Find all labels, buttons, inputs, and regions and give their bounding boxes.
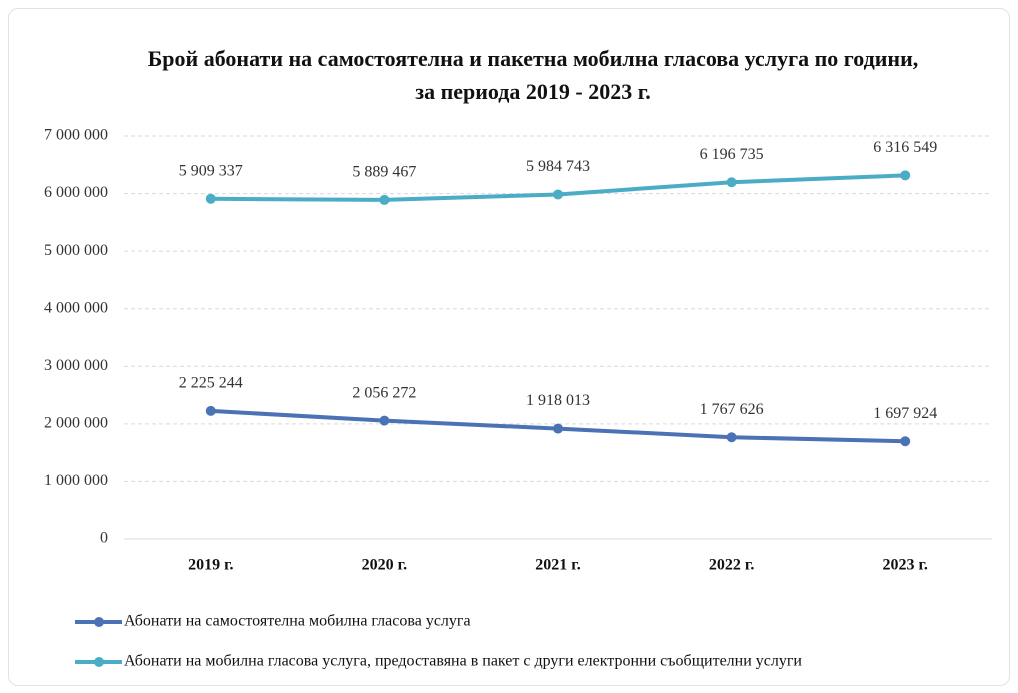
y-tick-label: 0	[100, 530, 108, 547]
data-label: 2 225 244	[179, 375, 243, 392]
x-tick-label: 2022 г.	[709, 557, 754, 574]
data-label: 6 196 735	[700, 146, 764, 163]
point	[726, 177, 737, 188]
data-label: 6 316 549	[873, 139, 937, 156]
point	[379, 415, 390, 426]
x-tick-label: 2021 г.	[535, 557, 580, 574]
data-label: 2 056 272	[352, 384, 416, 401]
legend-marker	[94, 617, 104, 627]
data-label: 5 984 743	[526, 158, 590, 175]
x-tick-label: 2019 г.	[188, 557, 233, 574]
point	[726, 432, 737, 443]
data-label: 1 918 013	[526, 392, 590, 409]
data-label: 5 909 337	[179, 162, 243, 179]
point	[900, 170, 911, 181]
data-label: 1 767 626	[700, 401, 764, 418]
legend-label: Абонати на мобилна гласова услуга, предо…	[124, 653, 802, 670]
y-tick-label: 4 000 000	[44, 299, 108, 316]
legend-label: Абонати на самостоятелна мобилна гласова…	[124, 613, 471, 630]
point	[553, 189, 563, 200]
y-tick-label: 5 000 000	[44, 242, 108, 259]
point	[553, 423, 563, 434]
y-tick-label: 1 000 000	[44, 472, 108, 489]
data-label: 5 889 467	[352, 164, 416, 181]
y-tick-label: 3 000 000	[44, 357, 108, 374]
x-tick-label: 2020 г.	[362, 557, 407, 574]
y-tick-label: 6 000 000	[44, 184, 108, 201]
point	[205, 405, 216, 416]
chart-frame	[8, 8, 1010, 686]
legend-marker	[94, 657, 104, 667]
y-tick-label: 7 000 000	[44, 127, 108, 144]
point	[205, 193, 216, 204]
x-tick-label: 2023 г.	[882, 557, 927, 574]
data-label: 1 697 924	[873, 405, 937, 422]
point	[379, 194, 390, 205]
chart-title: Брой абонати на самостоятелна и пакетна …	[147, 46, 919, 104]
y-tick-label: 2 000 000	[44, 415, 108, 432]
point	[900, 436, 911, 447]
